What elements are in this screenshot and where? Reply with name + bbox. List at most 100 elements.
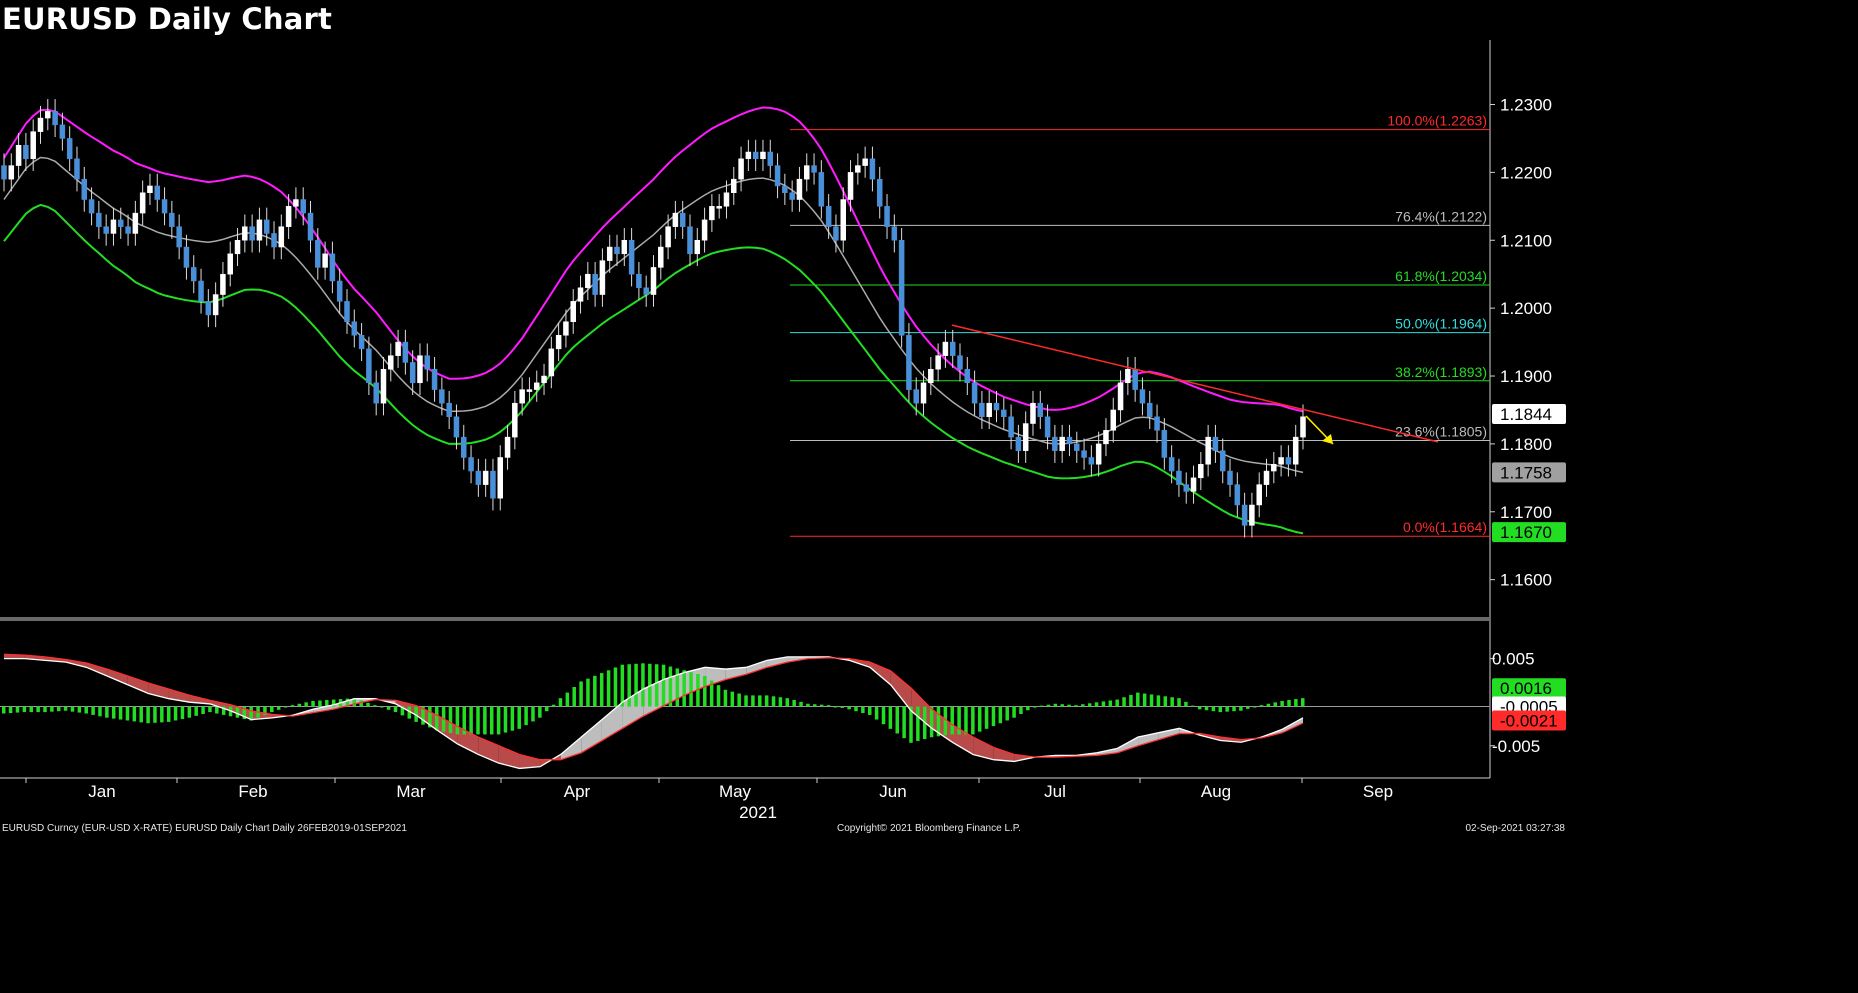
candle-body [614, 246, 620, 255]
macd-histogram-bar [902, 706, 906, 739]
macd-histogram-bar [503, 706, 508, 733]
candle-body [1227, 470, 1233, 485]
panel-divider [0, 617, 1490, 621]
macd-fill-segment [395, 700, 417, 716]
candle-body [315, 240, 321, 268]
price-tag-label: 1.1758 [1500, 463, 1552, 482]
macd-histogram-bar [1053, 703, 1058, 707]
candle-body [388, 355, 394, 370]
macd-histogram-bar [70, 706, 75, 712]
macd-histogram-bar [895, 706, 899, 734]
x-tick-label: Feb [238, 782, 267, 801]
chart-canvas[interactable]: 100.0%(1.2263) 76.4%(1.2122) 61.8%(1.2034)… [0, 0, 1568, 838]
candle-body [205, 301, 212, 316]
candle-body [512, 402, 518, 438]
candle-body [1132, 368, 1138, 390]
macd-histogram-bar [270, 706, 274, 713]
candle-body [417, 355, 423, 384]
macd-histogram-bar [1019, 706, 1023, 714]
candle-body [592, 273, 598, 295]
macd-histogram-bar [1184, 701, 1188, 707]
macd-histogram-bar [448, 706, 453, 734]
macd-histogram-bar [483, 706, 487, 735]
macd-fill-segment [1138, 732, 1159, 746]
candle-body [526, 389, 533, 392]
candle-body [957, 355, 963, 370]
macd-histogram-bar [696, 674, 700, 707]
candle-body [541, 375, 547, 384]
macd-histogram-bar [943, 706, 948, 736]
candle-body [1271, 464, 1277, 472]
macd-histogram-bar [194, 706, 198, 716]
macd-histogram-bar [661, 664, 666, 707]
candle-body [906, 335, 912, 390]
macd-histogram-bar [599, 673, 604, 707]
macd-tick-label: -0.005 [1492, 737, 1540, 756]
y-tick-label: 1.2000 [1500, 299, 1552, 318]
macd-histogram-bar [125, 706, 130, 721]
macd-histogram-bar [826, 705, 831, 707]
candle-body [1205, 436, 1211, 465]
macd-fill-segment [478, 737, 499, 764]
price-tag-label: -0.0021 [1500, 711, 1558, 730]
macd-histogram-bar [43, 706, 47, 713]
macd-histogram-bar [916, 706, 920, 741]
macd-histogram-bar [1115, 699, 1119, 707]
candle-body [366, 348, 372, 384]
macd-histogram-bar [8, 706, 13, 714]
candle-body [1, 165, 7, 180]
macd-histogram-bar [977, 706, 982, 732]
candle-body [519, 389, 525, 404]
candle-body [555, 335, 562, 350]
macd-histogram-bar [833, 706, 838, 708]
candle-body [928, 368, 934, 384]
candle-body [1183, 484, 1189, 492]
candle-body [979, 402, 985, 417]
x-tick-label: Jan [88, 782, 115, 801]
macd-histogram-bar [1156, 695, 1161, 707]
candle-body [782, 185, 788, 193]
x-tick-label: May [719, 782, 752, 801]
macd-histogram-bar [1239, 706, 1243, 711]
macd-histogram-bar [1039, 705, 1044, 707]
y-tick-label: 1.2300 [1500, 95, 1552, 114]
candle-body [1190, 477, 1197, 492]
macd-histogram-bar [221, 706, 226, 715]
candle-body [293, 199, 299, 207]
macd-histogram-bar [1294, 699, 1298, 707]
fib-label: 50.0%(1.1964) [1395, 316, 1487, 332]
candle-body [869, 158, 876, 180]
macd-histogram-bar [1246, 706, 1250, 709]
macd-histogram-bar [668, 666, 673, 707]
macd-fill-segment [890, 670, 912, 711]
candle-body [482, 470, 489, 485]
candle-body [300, 199, 306, 214]
macd-histogram-bar [98, 706, 102, 717]
macd-histogram-bar [991, 706, 996, 727]
macd-histogram-bar [421, 706, 425, 725]
macd-histogram-bar [909, 706, 913, 743]
macd-tick-label: 0.005 [1492, 650, 1535, 669]
macd-histogram-bar [476, 706, 480, 735]
candle-body [1015, 436, 1022, 451]
macd-histogram-bar [1273, 702, 1278, 707]
macd-fill-segment [1117, 737, 1139, 753]
candle-body [920, 382, 927, 404]
macd-histogram-bar [1191, 705, 1195, 707]
candle-body [986, 402, 992, 417]
macd-histogram-bar [1081, 704, 1085, 707]
candle-body [234, 240, 241, 255]
candle-body [1154, 416, 1160, 431]
candle-body [263, 219, 270, 234]
candle-body [220, 273, 226, 295]
macd-histogram-bar [2, 706, 6, 714]
y-tick-label: 1.1900 [1500, 367, 1552, 386]
macd-fill-segment [746, 660, 767, 675]
macd-histogram-bar [1280, 700, 1284, 707]
candle-body [147, 185, 153, 193]
candle-body [818, 172, 825, 207]
candle-body [876, 178, 883, 207]
candle-body [307, 212, 314, 241]
candle-body [402, 341, 409, 363]
